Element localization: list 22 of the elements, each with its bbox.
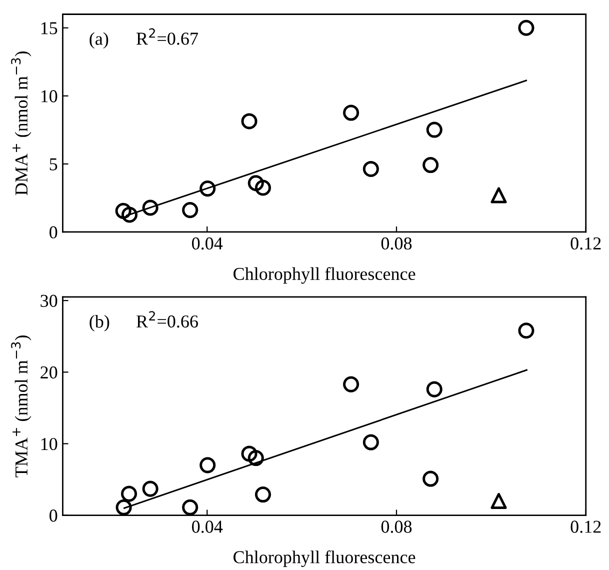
y-tick-label: 30 (40, 294, 58, 307)
x-tick-label: 0.12 (570, 520, 601, 533)
x-axis-title: Chlorophyll fluorescence (234, 267, 416, 284)
x-tick-label: 0.04 (192, 520, 223, 533)
annotation: (a) (90, 32, 108, 49)
y-tick-label: 0 (50, 510, 58, 522)
x-tick-label: 0.12 (570, 237, 601, 250)
y-axis-title: TMA$^{+}$ (nmol m$^{−3}$) (11, 336, 32, 478)
annotation: (b) (90, 315, 110, 332)
annotation: R$^{2}$=0.66 (136, 311, 198, 328)
y-tick-label: 10 (41, 438, 58, 450)
y-tick-label: 0 (50, 226, 58, 238)
y-tick-label: 15 (41, 22, 58, 34)
x-tick-label: 0.04 (192, 237, 223, 250)
annotation: R$^{2}$=0.67 (136, 28, 198, 45)
y-axis-title: DMA$^{+}$ (nmol m$^{−3}$) (11, 52, 32, 196)
x-tick-label: 0.08 (381, 520, 412, 533)
x-tick-label: 0.08 (381, 237, 412, 250)
x-axis-title: Chlorophyll fluorescence (234, 550, 416, 568)
y-tick-label: 20 (40, 366, 58, 379)
y-tick-label: 10 (41, 90, 58, 102)
y-tick-label: 5 (50, 158, 58, 170)
